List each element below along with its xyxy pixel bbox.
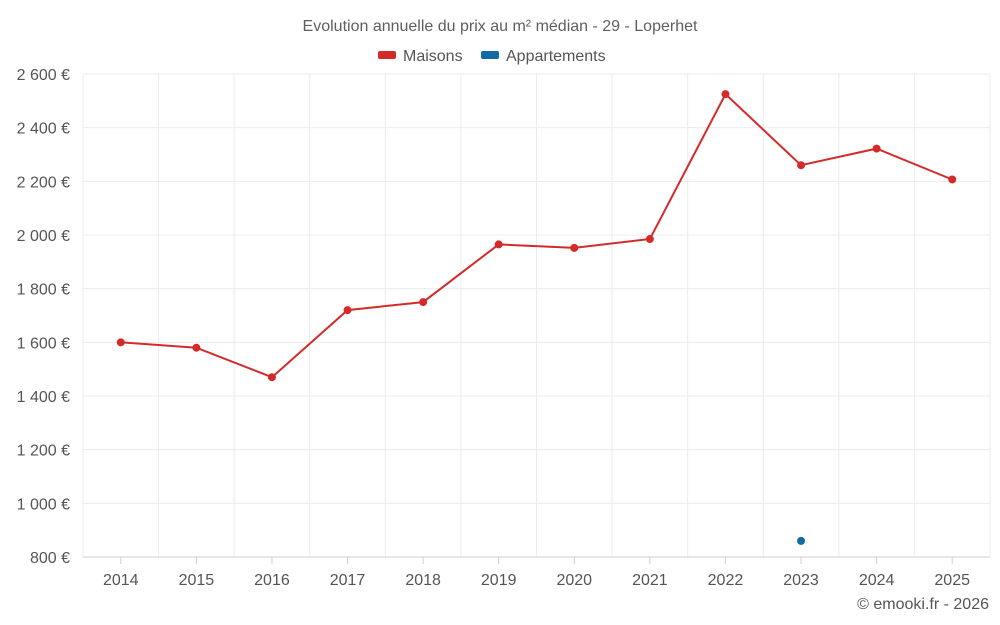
legend-label-appartements: Appartements <box>506 48 606 65</box>
data-point-maisons[interactable] <box>267 373 276 382</box>
data-point-maisons[interactable] <box>797 161 806 170</box>
y-tick-label: 800 € <box>30 550 70 567</box>
y-tick-label: 1 800 € <box>17 282 70 299</box>
data-point-maisons[interactable] <box>419 298 428 307</box>
data-point-maisons[interactable] <box>872 144 881 153</box>
data-point-maisons[interactable] <box>343 306 352 315</box>
legend-item-maisons[interactable]: Maisons <box>378 48 463 65</box>
gridlines <box>82 73 991 557</box>
y-tick-label: 2 600 € <box>17 67 70 84</box>
data-point-maisons[interactable] <box>494 240 503 249</box>
series-line-maisons <box>120 92 953 379</box>
x-tick-label: 2014 <box>103 572 139 589</box>
data-point-maisons[interactable] <box>116 338 125 347</box>
credit-text: © emooki.fr - 2026 <box>857 596 989 613</box>
x-tick-label: 2025 <box>934 572 970 589</box>
x-tick-label: 2022 <box>708 572 744 589</box>
y-tick-label: 2 200 € <box>17 174 70 191</box>
y-tick-label: 1 600 € <box>17 335 70 352</box>
legend-item-appartements[interactable]: Appartements <box>481 48 606 65</box>
x-tick-label: 2021 <box>632 572 668 589</box>
data-point-maisons[interactable] <box>721 90 730 99</box>
series <box>116 90 957 545</box>
y-tick-label: 1 200 € <box>17 443 70 460</box>
x-tick-label: 2015 <box>179 572 215 589</box>
legend-label-maisons: Maisons <box>403 48 463 65</box>
x-tick-label: 2016 <box>254 572 290 589</box>
chart-title: Evolution annuelle du prix au m² médian … <box>303 18 698 35</box>
y-tick-label: 2 000 € <box>17 228 70 245</box>
axes: 800 € 1 000 € 1 200 € 1 400 € 1 600 € 1 800 €… <box>17 67 990 589</box>
x-tick-label: 2024 <box>859 572 895 589</box>
legend: Maisons Appartements <box>378 48 606 65</box>
x-tick-label: 2018 <box>405 572 441 589</box>
y-tick-label: 1 000 € <box>17 496 70 513</box>
data-point-maisons[interactable] <box>570 243 579 252</box>
x-tick-label: 2020 <box>556 572 592 589</box>
legend-swatch-appartements <box>481 51 499 59</box>
y-tick-label: 2 400 € <box>17 121 70 138</box>
x-tick-label: 2023 <box>783 572 819 589</box>
y-tick-label: 1 400 € <box>17 389 70 406</box>
x-tick-label: 2019 <box>481 572 517 589</box>
data-point-appartements[interactable] <box>797 536 806 545</box>
data-point-maisons[interactable] <box>948 175 957 184</box>
legend-swatch-maisons <box>378 51 396 59</box>
data-point-maisons[interactable] <box>192 343 201 352</box>
data-point-maisons[interactable] <box>645 235 654 244</box>
x-tick-label: 2017 <box>330 572 366 589</box>
